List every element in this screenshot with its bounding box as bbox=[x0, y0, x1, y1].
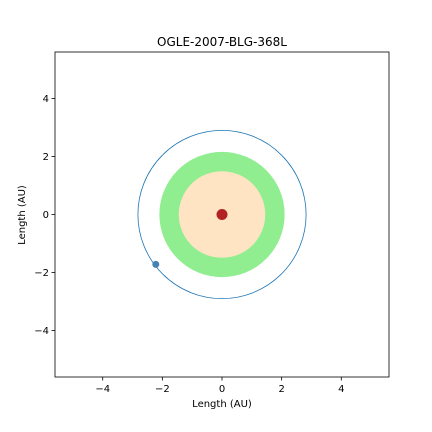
x-tick-label: −4 bbox=[95, 384, 110, 395]
planet-layer bbox=[152, 261, 159, 268]
x-tick-label: −2 bbox=[155, 384, 170, 395]
chart-title: OGLE-2007-BLG-368L bbox=[157, 35, 287, 49]
y-axis-label: Length (AU) bbox=[17, 185, 28, 245]
y-tick-label: 4 bbox=[43, 94, 49, 105]
star-layer bbox=[217, 209, 228, 220]
x-tick-label: 4 bbox=[338, 384, 344, 395]
y-tick-label: 0 bbox=[43, 210, 49, 221]
x-axis-label: Length (AU) bbox=[192, 399, 252, 410]
x-tick-label: 2 bbox=[278, 384, 284, 395]
host-star bbox=[217, 209, 228, 220]
y-tick-label: 2 bbox=[43, 152, 49, 163]
y-tick-label: −2 bbox=[34, 268, 49, 279]
y-tick-label: −4 bbox=[34, 326, 49, 337]
x-tick-label: 0 bbox=[219, 384, 225, 395]
planet-marker bbox=[152, 261, 159, 268]
